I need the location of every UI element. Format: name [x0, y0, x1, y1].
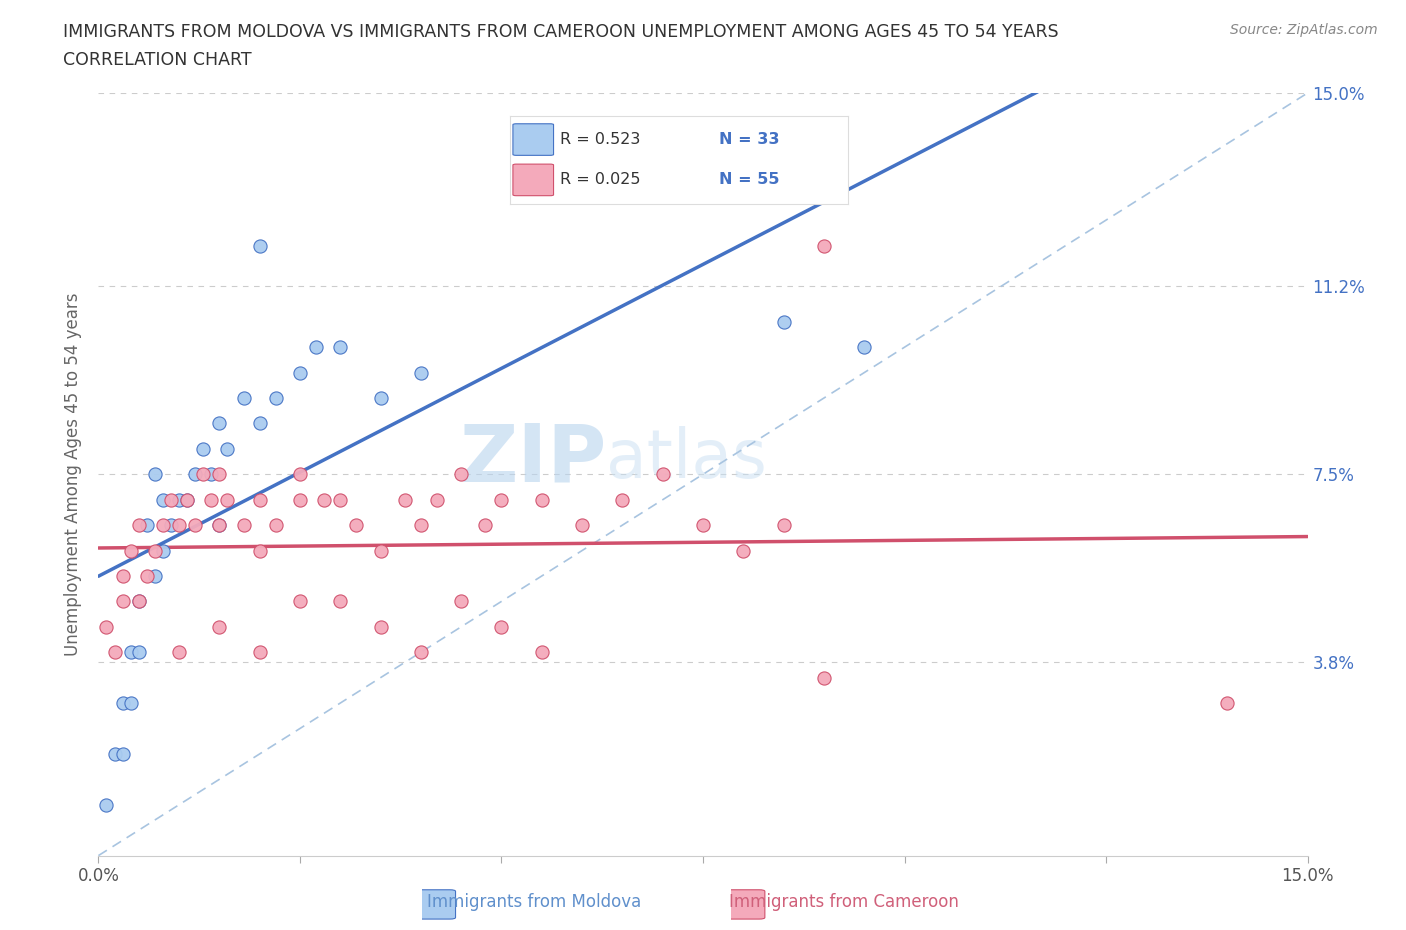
Point — [200, 467, 222, 482]
Point — [232, 518, 254, 533]
Point — [249, 644, 271, 659]
Point — [143, 467, 166, 482]
Point — [160, 518, 183, 533]
Point — [176, 492, 198, 507]
Point — [772, 314, 794, 329]
Point — [370, 391, 392, 405]
Point — [111, 568, 134, 583]
Point — [111, 696, 134, 711]
Point — [344, 518, 367, 533]
Point — [450, 467, 472, 482]
Point — [426, 492, 449, 507]
Point — [217, 442, 239, 457]
Point — [409, 518, 432, 533]
Point — [249, 492, 271, 507]
Point — [184, 518, 207, 533]
Point — [264, 391, 287, 405]
Point — [450, 594, 472, 609]
Point — [111, 747, 134, 762]
Point — [329, 339, 352, 354]
Point — [120, 644, 142, 659]
Point — [152, 518, 174, 533]
Point — [120, 543, 142, 558]
Point — [208, 518, 231, 533]
Point — [288, 594, 311, 609]
Point — [143, 543, 166, 558]
Point — [692, 518, 714, 533]
Point — [208, 619, 231, 634]
Point — [813, 238, 835, 253]
Point — [176, 492, 198, 507]
Point — [474, 518, 496, 533]
Point — [264, 518, 287, 533]
Point — [249, 416, 271, 431]
FancyBboxPatch shape — [416, 890, 456, 919]
Point — [314, 492, 336, 507]
Point — [288, 365, 311, 380]
Point — [96, 797, 118, 812]
Point — [491, 492, 513, 507]
Text: CORRELATION CHART: CORRELATION CHART — [63, 51, 252, 69]
Point — [135, 568, 157, 583]
Point — [249, 238, 271, 253]
Point — [370, 543, 392, 558]
Text: Source: ZipAtlas.com: Source: ZipAtlas.com — [1230, 23, 1378, 37]
Point — [530, 492, 553, 507]
Text: ZIP: ZIP — [458, 420, 606, 498]
Point — [370, 619, 392, 634]
Point — [193, 467, 215, 482]
Point — [128, 644, 150, 659]
Point — [167, 518, 190, 533]
Point — [128, 594, 150, 609]
Point — [329, 492, 352, 507]
Point — [167, 644, 190, 659]
Point — [772, 518, 794, 533]
Point — [491, 619, 513, 634]
Point — [288, 467, 311, 482]
Text: IMMIGRANTS FROM MOLDOVA VS IMMIGRANTS FROM CAMEROON UNEMPLOYMENT AMONG AGES 45 T: IMMIGRANTS FROM MOLDOVA VS IMMIGRANTS FR… — [63, 23, 1059, 41]
Point — [249, 543, 271, 558]
Point — [128, 518, 150, 533]
Point — [167, 492, 190, 507]
Point — [103, 747, 125, 762]
Point — [409, 644, 432, 659]
FancyBboxPatch shape — [725, 890, 765, 919]
Point — [135, 518, 157, 533]
Point — [1216, 696, 1239, 711]
Point — [612, 492, 634, 507]
Text: atlas: atlas — [606, 426, 768, 492]
Point — [813, 671, 835, 685]
Point — [305, 339, 328, 354]
Point — [733, 543, 755, 558]
Point — [152, 543, 174, 558]
Point — [111, 594, 134, 609]
Text: Immigrants from Moldova: Immigrants from Moldova — [427, 893, 641, 910]
Point — [208, 416, 231, 431]
Text: Immigrants from Cameroon: Immigrants from Cameroon — [728, 893, 959, 910]
Point — [184, 467, 207, 482]
Point — [96, 619, 118, 634]
Point — [409, 365, 432, 380]
Point — [571, 518, 593, 533]
Point — [288, 492, 311, 507]
Point — [853, 339, 876, 354]
Point — [651, 467, 673, 482]
Point — [208, 518, 231, 533]
Point — [120, 696, 142, 711]
Y-axis label: Unemployment Among Ages 45 to 54 years: Unemployment Among Ages 45 to 54 years — [65, 293, 83, 656]
Point — [160, 492, 183, 507]
Point — [103, 644, 125, 659]
Point — [394, 492, 416, 507]
Point — [200, 492, 222, 507]
Point — [530, 644, 553, 659]
Point — [329, 594, 352, 609]
Point — [217, 492, 239, 507]
Point — [208, 467, 231, 482]
Point — [232, 391, 254, 405]
Point — [193, 442, 215, 457]
Point — [128, 594, 150, 609]
Point — [152, 492, 174, 507]
Point — [143, 568, 166, 583]
